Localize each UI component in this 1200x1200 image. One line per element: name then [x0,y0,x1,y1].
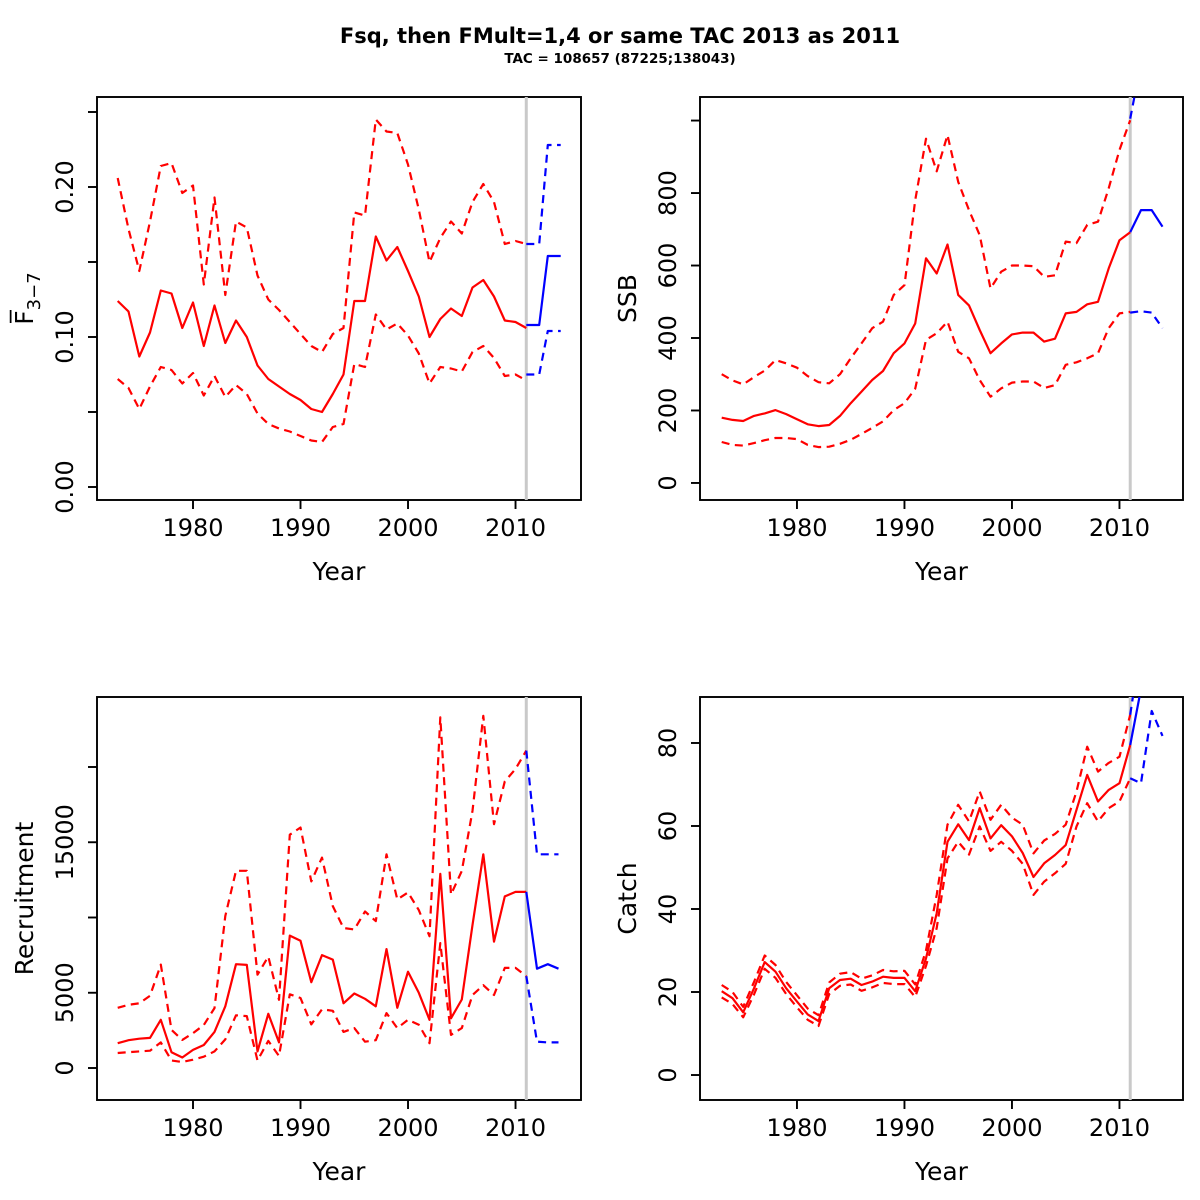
fbar-plot-box [96,96,582,501]
catch-y-tick-label: 60 [654,811,682,842]
catch-y-tick-label: 20 [654,977,682,1008]
recruitment-ci-upper-line [117,714,528,1041]
catch-x-tick-label: 2010 [1089,1114,1150,1142]
catch-x-tick-label: 1980 [766,1114,827,1142]
ssb-x-tick-label: 2000 [981,514,1042,542]
ssb-plot-box [699,96,1184,501]
catch-x-tick-label: 2000 [981,1114,1042,1142]
recruitment-plot-box [96,696,582,1101]
fbar-x-axis-label: Year [312,557,367,586]
recruitment-x-tick-label: 1990 [270,1114,331,1142]
catch-y-tick-label: 80 [654,728,682,759]
catch-x-tick-label: 1990 [874,1114,935,1142]
recruitment-proj-median-line [525,891,559,970]
recruitment-series-group [117,714,559,1064]
fbar-proj-ci-upper-line [526,143,561,246]
chart-subtitle: TAC = 108657 (87225;138043) [504,51,736,67]
recruitment-proj-ci-upper-line [525,750,559,856]
recruitment-x-tick-label: 2010 [485,1114,546,1142]
recruitment-y-axis-label: Recruitment [10,821,39,975]
panel-fbar: 1980 1990 2000 2010 0.00 0.10 0.20 Year F̅3−7 [9,96,582,586]
fbar-series-group [116,118,561,444]
fbar-y-tick-label: 0.00 [51,460,79,513]
catch-y-tick-label: 0 [654,1067,682,1082]
recruitment-x-tick-label: 1980 [162,1114,223,1142]
ssb-proj-median-line [1129,209,1164,233]
ssb-series-group [721,97,1164,449]
recruitment-y-tick-label: 5000 [51,962,79,1023]
ssb-x-tick-label: 1990 [874,514,935,542]
ssb-y-tick-label: 600 [654,243,682,289]
catch-plot-box [699,696,1184,1101]
fbar-y-tick-label: 0.10 [51,310,79,363]
catch-ci-upper-line [721,714,1132,1017]
ssb-x-tick-label: 2010 [1089,514,1150,542]
recruitment-median-line [117,853,527,1059]
recruitment-y-tick-label: 0 [51,1060,79,1075]
fbar-ci-lower-line [116,313,527,444]
ssb-median-line [721,231,1131,428]
recruitment-x-tick-label: 2000 [377,1114,438,1142]
catch-ci-lower-line [721,777,1132,1028]
fbar-x-tick-label: 2010 [485,514,546,542]
panel-recruitment: 1980 1990 2000 2010 0 5000 15000 Year Recruitmen… [10,696,582,1186]
ssb-y-tick-label: 0 [654,475,682,490]
chart-title: Fsq, then FMult=1,4 or same TAC 2013 as … [339,24,901,48]
ssb-x-axis-label: Year [914,557,969,586]
catch-median-line [721,744,1132,1023]
ssb-ci-upper-line [721,119,1132,386]
recruitment-x-axis-label: Year [312,1157,367,1186]
catch-proj-median-line [1129,697,1141,746]
recruitment-y-tick-label: 15000 [51,804,79,880]
recruitment-ci-lower-line [117,942,527,1064]
catch-proj-ci-lower-line [1129,709,1164,785]
ssb-y-tick-label: 400 [654,315,682,361]
catch-proj-ci-upper-line [1129,697,1135,715]
catch-series-group [721,697,1164,1028]
panel-ssb: 1980 1990 2000 2010 0 200 400 600 800 Year SSB [613,96,1184,586]
fbar-y-tick-label: 0.20 [51,160,79,213]
fbar-ci-upper-line [116,118,527,354]
catch-x-axis-label: Year [914,1157,969,1186]
ssb-proj-ci-upper-line [1129,97,1136,119]
panel-catch: 1980 1990 2000 2010 0 20 40 60 80 Year Catch [613,696,1184,1186]
fbar-proj-ci-lower-line [526,329,561,376]
ssb-x-tick-label: 1980 [766,514,827,542]
ssb-y-axis-label: SSB [613,274,642,323]
catch-y-tick-label: 40 [654,894,682,925]
fbar-median-line [116,235,527,414]
recruitment-proj-ci-lower-line [525,976,559,1044]
ssb-ci-lower-line [721,310,1131,449]
fbar-x-tick-label: 1990 [270,514,331,542]
fbar-proj-median-line [526,254,561,327]
fbar-x-tick-label: 1980 [162,514,223,542]
ssb-proj-ci-lower-line [1130,310,1164,329]
ssb-y-tick-label: 800 [654,170,682,216]
fbar-y-axis-label: F̅3−7 [9,272,45,324]
fbar-x-tick-label: 2000 [377,514,438,542]
catch-y-axis-label: Catch [613,862,642,934]
ssb-y-tick-label: 200 [654,388,682,434]
